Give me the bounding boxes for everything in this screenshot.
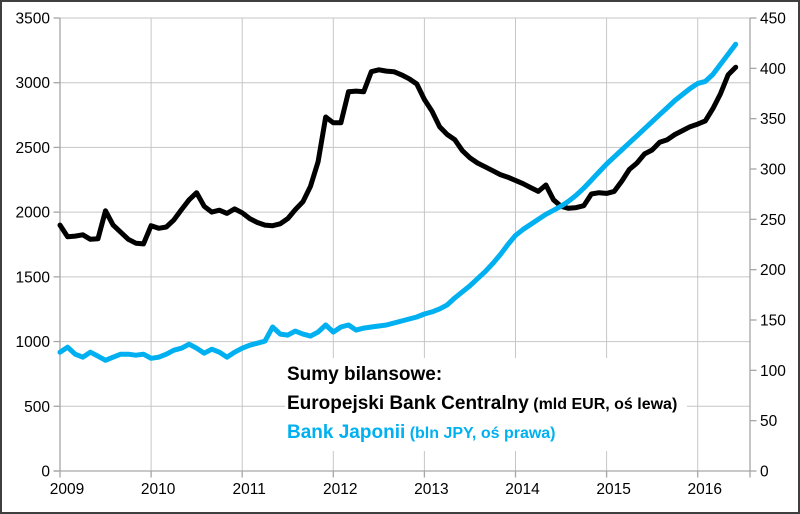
right-axis-tick-label: 300 [760, 162, 786, 179]
left-axis-tick-label: 0 [41, 464, 50, 481]
ecb-series-line [57, 64, 739, 247]
right-axis-tick-label: 100 [760, 363, 786, 380]
left-axis-tick-label: 2500 [16, 140, 51, 157]
right-axis-tick-label: 200 [760, 262, 786, 279]
boj-series-line [57, 41, 739, 363]
left-axis-tick-label: 1000 [16, 334, 51, 351]
x-axis-tick-label: 2013 [414, 481, 448, 498]
legend-boj-line: Bank Japonii (bln JPY, oś prawa) [287, 419, 677, 448]
horizontal-gridlines [60, 17, 750, 472]
x-axis-tick-label: 2016 [687, 481, 721, 498]
legend-boj-note: (bln JPY, oś prawa) [405, 425, 556, 442]
left-axis-tick-label: 2000 [16, 205, 51, 222]
right-axis-tick-label: 150 [760, 313, 786, 330]
left-axis-tick-label: 500 [24, 399, 50, 416]
left-axis-ticks-and-labels: 0 500 1000 1500 2000 2500 3000 3500 [16, 11, 60, 481]
right-axis-tick-label: 50 [760, 413, 778, 430]
left-axis-tick-label: 3000 [16, 75, 51, 92]
right-axis-ticks-and-labels: 0 50 100 150 200 250 300 350 400 450 [750, 11, 786, 481]
legend-boj-name: Bank Japonii [287, 422, 406, 443]
x-axis-tick-label: 2011 [233, 481, 266, 498]
right-axis-tick-label: 400 [760, 61, 786, 78]
legend: Sumy bilansowe: Europejski Bank Centraln… [285, 358, 688, 451]
legend-ecb-line: Europejski Bank Centralny (mld EUR, oś l… [287, 390, 677, 419]
left-axis-tick-label: 3500 [16, 11, 51, 28]
x-axis-tick-label: 2010 [141, 481, 176, 498]
right-axis-tick-label: 450 [760, 11, 786, 28]
x-axis-tick-label: 2015 [596, 481, 630, 498]
legend-title: Sumy bilansowe: [287, 364, 443, 385]
x-axis-tick-label: 2012 [323, 481, 357, 498]
right-axis-tick-label: 350 [760, 111, 786, 128]
legend-ecb-note: (mld EUR, oś lewa) [528, 396, 678, 413]
left-axis-tick-label: 1500 [16, 269, 51, 286]
right-axis-tick-label: 250 [760, 212, 786, 229]
axes [53, 18, 751, 472]
x-axis-tick-label: 2014 [505, 481, 540, 498]
x-axis-ticks-and-labels: 2009 2010 2011 2012 2013 2014 2015 2016 [50, 471, 751, 498]
right-axis-tick-label: 0 [760, 464, 769, 481]
legend-ecb-name: Europejski Bank Centralny [287, 393, 529, 414]
legend-title-line: Sumy bilansowe: [287, 361, 677, 390]
x-axis-tick-label: 2009 [50, 481, 84, 498]
